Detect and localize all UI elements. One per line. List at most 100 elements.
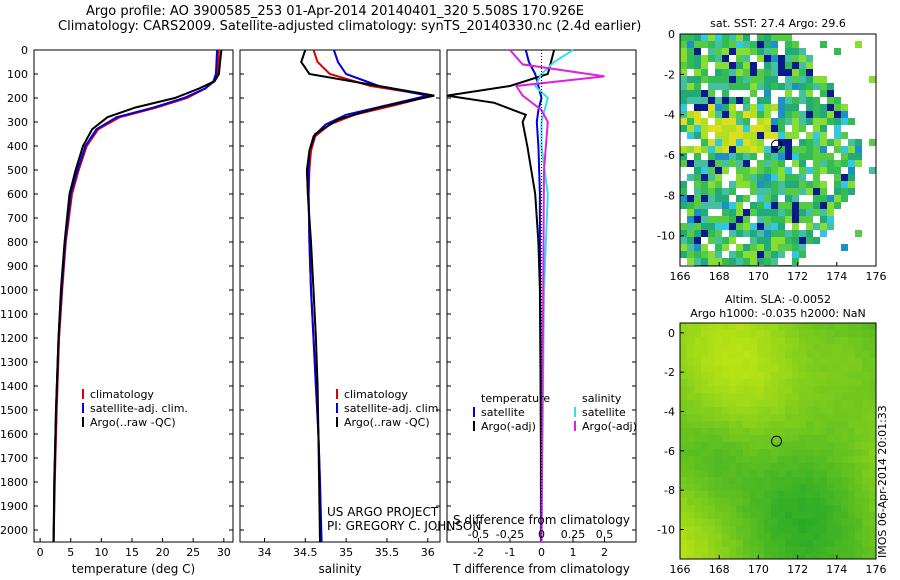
sla-cell (701, 379, 709, 387)
sla-cell (778, 547, 786, 555)
sla-cell (820, 519, 828, 527)
sla-cell (792, 414, 800, 422)
sst-cell (736, 216, 743, 223)
sst-cell (687, 230, 694, 237)
sla-cell (820, 386, 828, 394)
sst-cell (687, 90, 694, 97)
sst-cell (729, 223, 736, 230)
sla-cell (757, 498, 765, 506)
sst-cell (757, 167, 764, 174)
sst-cell (785, 244, 792, 251)
sst-cell (848, 188, 855, 195)
sla-cell (757, 351, 765, 359)
sst-cell (715, 174, 722, 181)
sst-cell (729, 132, 736, 139)
sla-cell (834, 386, 842, 394)
sla-cell (848, 386, 856, 394)
sla-cell (715, 512, 723, 520)
sla-cell (806, 470, 814, 478)
sst-cell (778, 55, 785, 62)
sla-cell (834, 435, 842, 443)
sla-cell (722, 484, 730, 492)
sla-cell (841, 337, 849, 345)
sla-cell (757, 393, 765, 401)
legend-label: climatology (344, 388, 408, 401)
sla-cell (792, 526, 800, 534)
sla-cell (806, 484, 814, 492)
sst-cell (701, 209, 708, 216)
sla-cell (806, 533, 814, 541)
sla-cell (841, 358, 849, 366)
sla-cell (729, 428, 737, 436)
sla-cell (834, 372, 842, 380)
sst-cell (848, 181, 855, 188)
sla-cell (694, 428, 702, 436)
sst-cell (785, 69, 792, 76)
sla-cell (841, 505, 849, 513)
sla-cell (757, 337, 765, 345)
sla-cell (869, 351, 876, 359)
sla-cell (869, 554, 876, 559)
sla-cell (848, 428, 856, 436)
sla-cell (715, 526, 723, 534)
sla-cell (799, 407, 807, 415)
sst-cell (743, 146, 750, 153)
sla-cell (715, 337, 723, 345)
sst-cell (771, 160, 778, 167)
sla-cell (806, 505, 814, 513)
sst-cell (785, 237, 792, 244)
sla-cell (792, 337, 800, 345)
sla-cell (736, 421, 744, 429)
sla-cell (855, 505, 863, 513)
sla-cell (750, 386, 758, 394)
sst-cell (736, 160, 743, 167)
sla-cell (799, 414, 807, 422)
sla-cell (729, 442, 737, 450)
sla-cell (771, 330, 779, 338)
sla-cell (771, 379, 779, 387)
sla-cell (827, 351, 835, 359)
sla-cell (694, 477, 702, 485)
sla-cell (722, 519, 730, 527)
sla-cell (687, 372, 695, 380)
sla-cell (764, 428, 772, 436)
sst-cell (750, 83, 757, 90)
sla-cell (680, 344, 688, 352)
sla-cell (701, 351, 709, 359)
sla-cell (764, 400, 772, 408)
sst-cell (771, 104, 778, 111)
sst-cell (813, 181, 820, 188)
sla-cell (701, 435, 709, 443)
sst-cell (687, 223, 694, 230)
sst-cell (708, 195, 715, 202)
sst-cell (708, 104, 715, 111)
sla-cell (708, 330, 716, 338)
sst-cell (834, 195, 841, 202)
sla-cell (701, 470, 709, 478)
sla-cell (687, 386, 695, 394)
sla-cell (771, 547, 779, 555)
sla-cell (813, 330, 821, 338)
depth-tick-label: 1500 (0, 404, 28, 417)
sst-cell (827, 209, 834, 216)
sst-cell (771, 41, 778, 48)
sla-cell (778, 533, 786, 541)
sst-cell (722, 244, 729, 251)
sst-cell (701, 69, 708, 76)
sst-cell (722, 97, 729, 104)
sla-cell (701, 358, 709, 366)
sst-cell (722, 83, 729, 90)
sla-cell (757, 491, 765, 499)
sst-cell (764, 118, 771, 125)
sla-cell (750, 393, 758, 401)
sla-cell (729, 407, 737, 415)
sla-cell (743, 526, 751, 534)
sla-cell (806, 477, 814, 485)
sst-cell (806, 223, 813, 230)
sst-cell (869, 76, 876, 83)
lon-tick-label: 168 (709, 563, 730, 576)
sla-cell (687, 337, 695, 345)
sla-cell (722, 344, 730, 352)
sla-cell (813, 337, 821, 345)
sla-cell (841, 484, 849, 492)
